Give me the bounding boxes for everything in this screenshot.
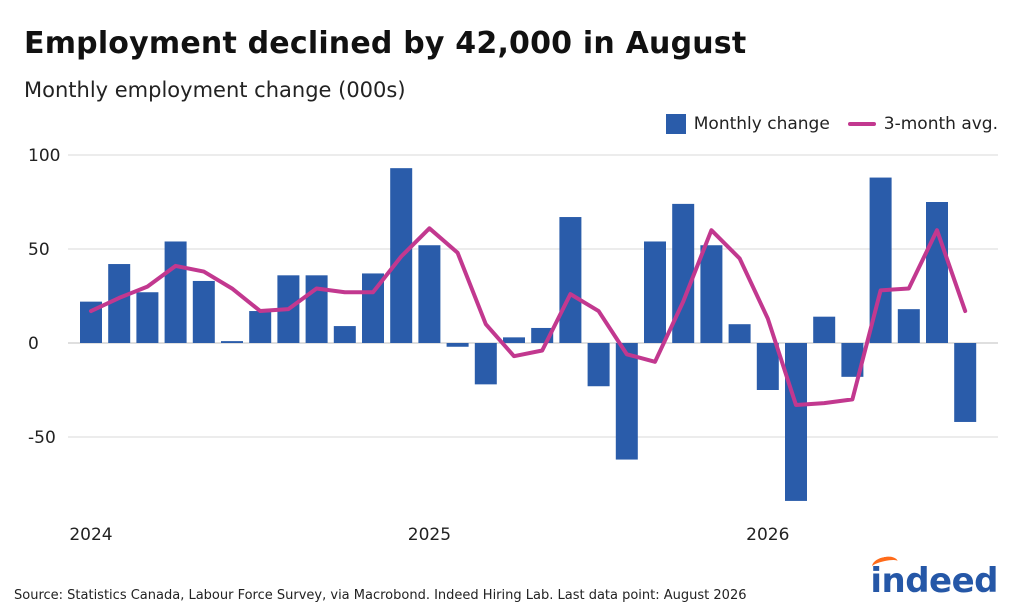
- bar-monthly-change: [221, 341, 243, 343]
- bar-monthly-change: [587, 343, 610, 387]
- bar-monthly-change: [305, 275, 328, 343]
- bar-monthly-change: [418, 245, 441, 343]
- source-note: Source: Statistics Canada, Labour Force …: [14, 588, 747, 603]
- bar-monthly-change: [136, 292, 159, 343]
- y-tick-label: 50: [28, 240, 50, 260]
- bar-monthly-change: [785, 343, 807, 501]
- bar-monthly-change: [869, 177, 892, 343]
- y-tick-label: -50: [28, 428, 56, 448]
- bar-monthly-change: [108, 264, 131, 343]
- bar-monthly-change: [813, 316, 836, 343]
- bar-monthly-change: [756, 343, 779, 390]
- chart-legend: Monthly change 3-month avg.: [665, 114, 998, 134]
- bar-monthly-change: [926, 202, 948, 343]
- x-tick-label: 2025: [408, 525, 451, 545]
- bar-monthly-change: [192, 280, 215, 343]
- bar-monthly-change: [841, 343, 864, 377]
- chart-title: Employment declined by 42,000 in August: [24, 26, 747, 61]
- legend-bar-label: Monthly change: [693, 114, 830, 134]
- chart-subtitle: Monthly employment change (000s): [24, 78, 406, 102]
- legend-line-label: 3-month avg.: [883, 114, 998, 134]
- bar-monthly-change: [644, 241, 666, 343]
- bar-monthly-change: [164, 241, 187, 343]
- bar-monthly-change: [559, 217, 582, 343]
- indeed-logo: indeed: [870, 554, 998, 601]
- logo-text: indeed: [870, 561, 998, 601]
- bar-monthly-change: [503, 337, 525, 343]
- bar-monthly-change: [80, 301, 102, 343]
- x-tick-label: 2026: [746, 525, 789, 545]
- bar-monthly-change: [728, 324, 751, 343]
- bar-monthly-change: [700, 245, 723, 343]
- bar-monthly-change: [672, 203, 695, 343]
- legend-bar-swatch: [665, 114, 686, 134]
- bar-monthly-change: [446, 343, 469, 347]
- bar-monthly-change: [897, 309, 920, 343]
- line-3-month-avg: [89, 226, 968, 408]
- legend-line-swatch: [847, 122, 876, 126]
- bar-monthly-change: [474, 343, 497, 385]
- bar-monthly-change: [615, 343, 638, 460]
- bar-monthly-change: [954, 343, 977, 422]
- bar-monthly-change: [333, 326, 356, 343]
- bar-monthly-change: [249, 311, 272, 343]
- y-tick-label: 100: [28, 146, 60, 166]
- x-tick-label: 2024: [69, 525, 112, 545]
- y-tick-label: 0: [28, 334, 39, 354]
